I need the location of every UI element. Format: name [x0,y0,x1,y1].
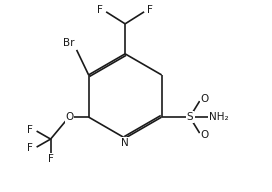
Text: S: S [186,112,193,122]
Text: F: F [27,125,33,135]
Text: NH₂: NH₂ [209,112,228,122]
Text: F: F [147,5,153,15]
Text: F: F [97,5,103,15]
Text: N: N [121,138,129,148]
Text: F: F [27,143,33,153]
Text: O: O [200,130,209,140]
Text: F: F [48,154,54,164]
Text: O: O [66,112,74,122]
Text: Br: Br [63,38,74,48]
Text: O: O [200,94,209,104]
